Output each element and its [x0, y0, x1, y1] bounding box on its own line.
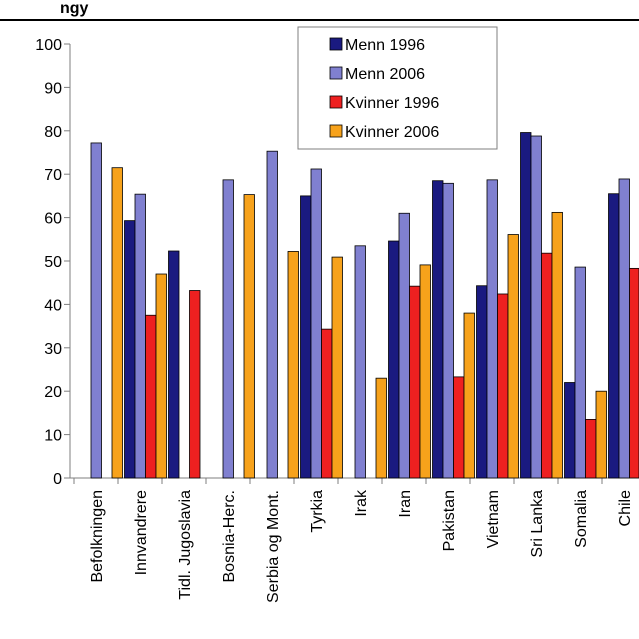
x-tick-label: Bosnia-Herc. [221, 490, 238, 582]
bar [432, 180, 444, 479]
bar [530, 135, 542, 479]
bar [629, 267, 639, 479]
legend-label: Menn 1996 [345, 37, 425, 54]
y-tick-label: 40 [44, 297, 62, 314]
bar [419, 264, 431, 479]
bar [354, 245, 366, 479]
bar [300, 195, 312, 479]
legend-label: Menn 2006 [345, 66, 425, 83]
bar [608, 193, 620, 479]
x-tick-label: Sri Lanka [529, 490, 546, 558]
bar [168, 250, 180, 479]
y-tick-label: 70 [44, 167, 62, 184]
bar [287, 251, 299, 479]
x-tick-label: Vietnam [485, 490, 502, 548]
bar [507, 234, 519, 479]
y-tick-label: 90 [44, 80, 62, 97]
bar [111, 167, 123, 479]
x-tick-label: Iran [397, 490, 414, 518]
x-tick-label: Chile [617, 490, 634, 527]
x-tick-label: Serbia og Mont. [265, 490, 282, 603]
bar [520, 132, 532, 479]
bar [564, 382, 576, 479]
bar [124, 220, 136, 479]
y-tick-label: 100 [35, 37, 62, 54]
y-tick-label: 60 [44, 211, 62, 228]
bar [388, 240, 400, 479]
y-tick-label: 50 [44, 254, 62, 271]
bar [189, 290, 201, 479]
bar [321, 328, 333, 479]
y-tick-label: 20 [44, 384, 62, 401]
bar [574, 266, 586, 479]
chart-title: ngy [60, 0, 89, 17]
bar [551, 211, 563, 479]
x-tick-label: Tidl. Jugoslavia [177, 490, 194, 600]
legend-swatch [329, 37, 343, 51]
x-tick-label: Irak [353, 489, 370, 517]
legend-swatch [329, 124, 343, 138]
bar [463, 312, 475, 479]
bar [310, 168, 322, 479]
bar [409, 285, 421, 479]
y-tick-label: 80 [44, 124, 62, 141]
bar [453, 376, 465, 479]
x-tick-label: Somalia [573, 490, 590, 548]
legend-swatch [329, 95, 343, 109]
bar [541, 252, 553, 479]
bar [618, 178, 630, 479]
x-tick-label: Pakistan [441, 490, 458, 551]
y-tick-label: 10 [44, 428, 62, 445]
legend-label: Kvinner 2006 [345, 124, 439, 141]
bar [331, 256, 343, 479]
legend: Menn 1996 Menn 2006 Kvinner 1996 Kvinner 20… [297, 26, 498, 150]
x-tick-label: Tyrkia [309, 490, 326, 533]
bar [486, 179, 498, 479]
plot-area: 0 10 20 30 40 50 60 70 80 90 100 Befolkningen Innvan… [35, 37, 639, 603]
bar [375, 377, 387, 479]
bar [476, 285, 488, 479]
bar [243, 194, 255, 479]
x-tick-label: Befolkningen [89, 490, 106, 583]
bar [90, 142, 102, 479]
legend-swatch [329, 66, 343, 80]
bar [134, 193, 146, 479]
bar [497, 293, 509, 479]
x-tick-label: Innvandrere [133, 490, 150, 575]
legend-label: Kvinner 1996 [345, 95, 439, 112]
bar [145, 314, 157, 479]
y-tick-label: 0 [53, 471, 62, 488]
bar [222, 179, 234, 479]
bar [585, 419, 597, 479]
bar [398, 212, 410, 479]
bar [155, 273, 167, 479]
bar [595, 390, 607, 479]
bar [266, 150, 278, 479]
bar [442, 182, 454, 479]
y-tick-label: 30 [44, 341, 62, 358]
